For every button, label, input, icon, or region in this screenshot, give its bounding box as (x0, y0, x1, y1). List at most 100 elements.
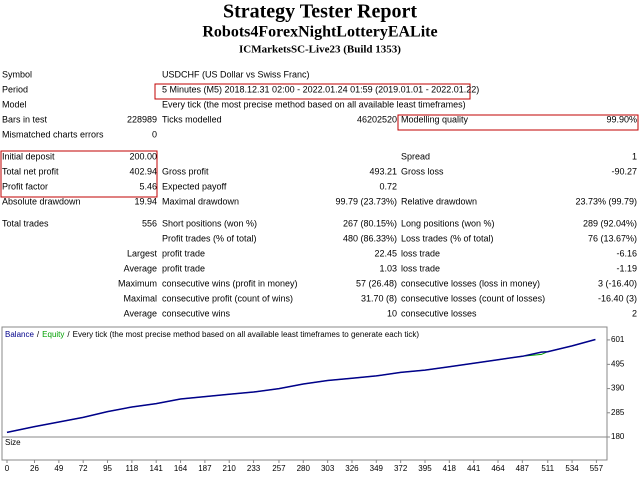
y-tick-label: 390 (611, 384, 625, 393)
cell-label: Average (124, 263, 157, 273)
cell-label: Bars in test (2, 114, 48, 124)
cell-label: profit trade (162, 263, 205, 273)
cell-value: -16.40 (3) (598, 293, 637, 303)
cell-value: 493.21 (369, 166, 397, 176)
cell-value: 200.00 (129, 151, 157, 161)
y-tick-label: 285 (611, 408, 625, 417)
cell-label: Loss trades (% of total) (401, 233, 494, 243)
cell-label: Maximal (123, 293, 157, 303)
x-tick-label: 349 (370, 464, 384, 473)
cell-label: Maximum (118, 278, 157, 288)
cell-value: 1 (632, 151, 637, 161)
cell-label: Model (2, 99, 27, 109)
cell-value: -90.27 (611, 166, 637, 176)
cell-value: 10 (387, 308, 397, 318)
x-tick-label: 72 (79, 464, 88, 473)
cell-label: Mismatched charts errors (2, 129, 104, 139)
cell-value: 267 (80.15%) (343, 218, 397, 228)
cell-label: Every tick (the most precise method base… (162, 99, 466, 109)
x-tick-label: 534 (565, 464, 579, 473)
cell-value: 31.70 (8) (361, 293, 397, 303)
cell-label: Period (2, 84, 28, 94)
x-tick-label: 0 (5, 464, 10, 473)
highlight-box (0, 150, 158, 198)
cell-label: Relative drawdown (401, 196, 477, 206)
x-tick-label: 372 (394, 464, 408, 473)
expert-name: Robots4ForexNightLotteryEALite (202, 24, 437, 41)
cell-label: Expected payoff (162, 181, 227, 191)
x-tick-label: 164 (174, 464, 188, 473)
legend: Balance / Equity / Every tick (the most prec… (5, 330, 419, 339)
x-tick-label: 118 (125, 464, 138, 473)
cell-value: 57 (26.48) (356, 278, 397, 288)
x-tick-label: 326 (345, 464, 359, 473)
cell-label: Gross loss (401, 166, 444, 176)
size-label: Size (5, 438, 21, 447)
cell-label: consecutive profit (count of wins) (162, 293, 293, 303)
x-tick-label: 49 (54, 464, 63, 473)
x-tick-label: 187 (198, 464, 212, 473)
chart-frame (1, 326, 608, 461)
cell-label: Absolute drawdown (2, 196, 81, 206)
cell-value: 556 (142, 218, 157, 228)
x-tick-label: 303 (321, 464, 335, 473)
cell-value: 289 (92.04%) (583, 218, 637, 228)
cell-label: Initial deposit (2, 151, 55, 161)
cell-value: 2 (632, 308, 637, 318)
cell-value: 402.94 (129, 166, 157, 176)
cell-label: Profit trades (% of total) (162, 233, 257, 243)
report-title: Strategy Tester Report (223, 1, 417, 23)
cell-value: 46202520 (357, 114, 397, 124)
legend-separator: / (67, 330, 70, 339)
cell-label: Total net profit (2, 166, 59, 176)
x-tick-label: 233 (247, 464, 261, 473)
cell-label: 5 Minutes (M5) 2018.12.31 02:00 - 2022.0… (162, 84, 479, 94)
highlight-box (154, 83, 471, 100)
x-tick-label: 210 (223, 464, 237, 473)
cell-label: consecutive losses (401, 308, 477, 318)
cell-label: loss trade (401, 248, 440, 258)
cell-label: Modelling quality (401, 114, 469, 124)
cell-label: USDCHF (US Dollar vs Swiss Franc) (162, 69, 310, 79)
cell-value: 22.45 (374, 248, 397, 258)
x-tick-label: 511 (541, 464, 554, 473)
cell-value: 19.94 (134, 196, 157, 206)
cell-value: 23.73% (99.79) (575, 196, 637, 206)
cell-label: Profit factor (2, 181, 48, 191)
x-tick-label: 464 (491, 464, 505, 473)
cell-value: 99.90% (606, 114, 637, 124)
cell-label: consecutive wins (162, 308, 231, 318)
cell-value: 480 (86.33%) (343, 233, 397, 243)
cell-value: -1.19 (616, 263, 637, 273)
x-tick-label: 257 (272, 464, 286, 473)
x-tick-label: 418 (443, 464, 457, 473)
x-tick-label: 95 (103, 464, 112, 473)
x-tick-label: 487 (516, 464, 530, 473)
x-tick-label: 395 (418, 464, 432, 473)
cell-label: Average (124, 308, 157, 318)
cell-label: profit trade (162, 248, 205, 258)
x-tick-label: 557 (590, 464, 604, 473)
y-tick-label: 601 (611, 335, 625, 344)
cell-label: consecutive losses (count of losses) (401, 293, 545, 303)
server-info: ICMarketsSC-Live23 (Build 1353) (239, 44, 401, 56)
legend-separator: / (37, 330, 40, 339)
cell-label: Spread (401, 151, 430, 161)
cell-value: 99.79 (23.73%) (335, 196, 397, 206)
cell-label: Maximal drawdown (162, 196, 239, 206)
cell-label: consecutive wins (profit in money) (162, 278, 298, 288)
x-tick-label: 26 (30, 464, 39, 473)
cell-label: Long positions (won %) (401, 218, 495, 228)
y-tick-label: 180 (611, 432, 625, 441)
cell-label: Largest (127, 248, 158, 258)
x-tick-label: 280 (297, 464, 311, 473)
cell-value: 228989 (127, 114, 157, 124)
cell-label: Total trades (2, 218, 49, 228)
x-tick-label: 441 (467, 464, 481, 473)
cell-label: Gross profit (162, 166, 209, 176)
x-tick-label: 141 (150, 464, 164, 473)
highlight-box (397, 114, 639, 131)
cell-value: 3 (-16.40) (598, 278, 637, 288)
cell-label: consecutive losses (loss in money) (401, 278, 540, 288)
